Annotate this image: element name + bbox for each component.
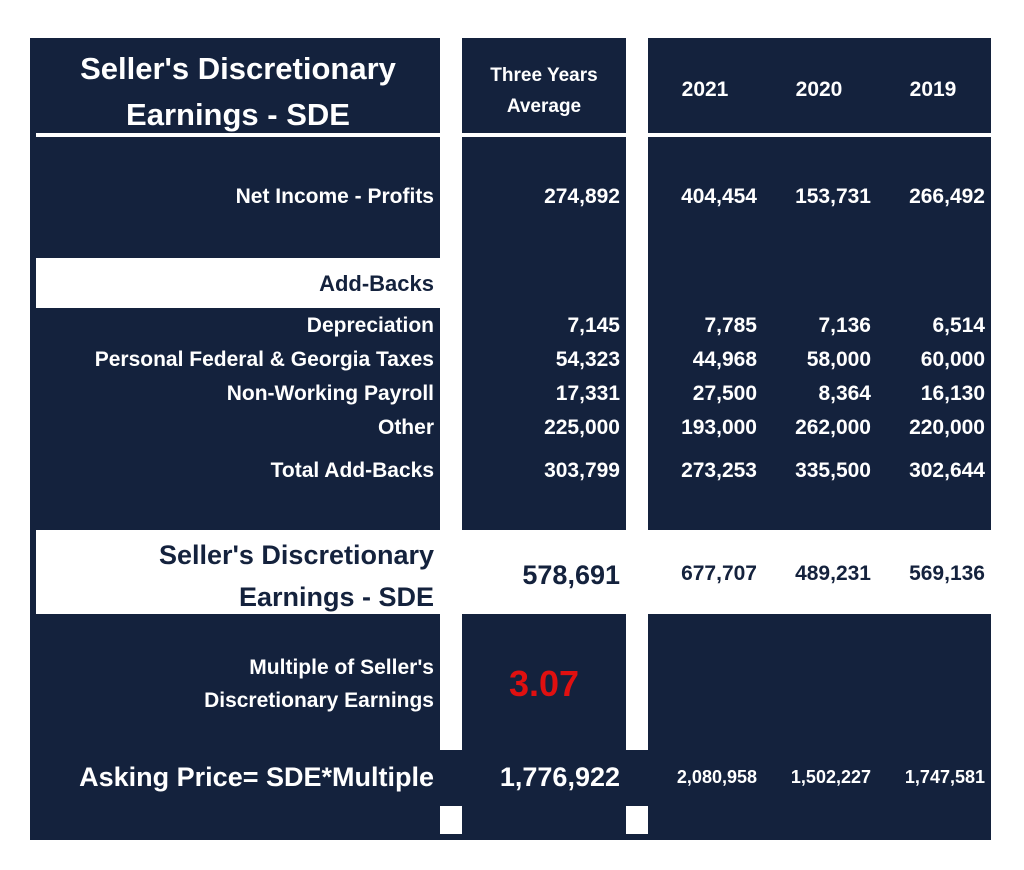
- sde-band: [36, 530, 991, 614]
- net-income-2020: 153,731: [795, 185, 871, 208]
- addback-value-2021: 27,500: [692, 382, 757, 405]
- column-separator-left: [440, 38, 462, 750]
- sde-label-line1: Seller's Discretionary: [158, 540, 434, 570]
- separator-stub-right: [626, 806, 648, 834]
- asking-price-2021: 2,080,958: [676, 767, 757, 787]
- addback-value-2020: 262,000: [795, 416, 871, 439]
- addbacks-band: [36, 258, 440, 308]
- multiple-value: 3.07: [508, 663, 580, 704]
- multiple-label-line1: Multiple of Seller's: [249, 656, 434, 679]
- net-income-2021: 404,454: [681, 185, 757, 208]
- total-addbacks-2020: 335,500: [795, 459, 871, 482]
- column-separator-right: [626, 38, 648, 750]
- avg-header-line1: Three Years: [490, 65, 598, 86]
- multiple-label: Multiple of Seller's Discretionary Earni…: [40, 651, 434, 717]
- addback-label-taxes: Personal Federal & Georgia Taxes: [94, 348, 434, 371]
- sde-2020: 489,231: [795, 562, 871, 585]
- asking-price-label: Asking Price= SDE*Multiple: [79, 762, 434, 792]
- header-divider: [462, 133, 626, 137]
- separator-stub-left: [440, 806, 462, 834]
- year-header-2020: 2020: [795, 78, 843, 101]
- net-income-2019: 266,492: [909, 185, 985, 208]
- addback-avg: 54,323: [555, 348, 620, 371]
- net-income-avg: 274,892: [544, 185, 620, 208]
- asking-price-2020: 1,502,227: [790, 767, 871, 787]
- addback-value-2019: 220,000: [909, 416, 985, 439]
- addbacks-heading: Add-Backs: [319, 271, 434, 296]
- avg-header-line2: Average: [506, 96, 582, 117]
- addback-value-2021: 193,000: [681, 416, 757, 439]
- asking-price-avg: 1,776,922: [499, 762, 620, 792]
- three-year-average-header: Three Years Average: [462, 60, 626, 122]
- addback-label-other: Other: [377, 416, 434, 439]
- addback-label-payroll: Non-Working Payroll: [226, 382, 434, 405]
- sde-2021: 677,707: [681, 562, 757, 585]
- sde-2019: 569,136: [909, 562, 985, 585]
- year-header-2019: 2019: [909, 78, 957, 101]
- addback-value-2019: 6,514: [932, 314, 985, 337]
- sde-label: Seller's Discretionary Earnings - SDE: [40, 534, 434, 618]
- header-divider: [36, 133, 440, 137]
- addback-value-2020: 58,000: [806, 348, 871, 371]
- addback-value-2020: 8,364: [818, 382, 871, 405]
- sde-label-line2: Earnings - SDE: [238, 582, 434, 612]
- total-addbacks-2019: 302,644: [909, 459, 985, 482]
- sde-table-background: [30, 38, 991, 840]
- addback-value-2021: 44,968: [692, 348, 757, 371]
- sde-avg: 578,691: [522, 560, 620, 590]
- year-header-2021: 2021: [681, 78, 729, 101]
- total-addbacks-2021: 273,253: [681, 459, 757, 482]
- asking-price-2019: 1,747,581: [904, 767, 985, 787]
- addback-value-2021: 7,785: [704, 314, 757, 337]
- total-addbacks-avg: 303,799: [544, 459, 620, 482]
- multiple-label-line2: Discretionary Earnings: [204, 689, 434, 712]
- total-addbacks-label: Total Add-Backs: [270, 459, 434, 482]
- addback-value-2019: 60,000: [920, 348, 985, 371]
- table-title: Seller's Discretionary Earnings - SDE: [40, 46, 436, 138]
- addback-avg: 7,145: [567, 314, 620, 337]
- header-divider: [648, 133, 991, 137]
- net-income-label: Net Income - Profits: [235, 185, 434, 208]
- table-title-line2: Earnings - SDE: [126, 97, 350, 132]
- addback-value-2020: 7,136: [818, 314, 871, 337]
- addback-avg: 225,000: [544, 416, 620, 439]
- addback-label-depreciation: Depreciation: [306, 314, 434, 337]
- table-title-line1: Seller's Discretionary: [80, 51, 396, 86]
- addback-avg: 17,331: [555, 382, 620, 405]
- addback-value-2019: 16,130: [920, 382, 985, 405]
